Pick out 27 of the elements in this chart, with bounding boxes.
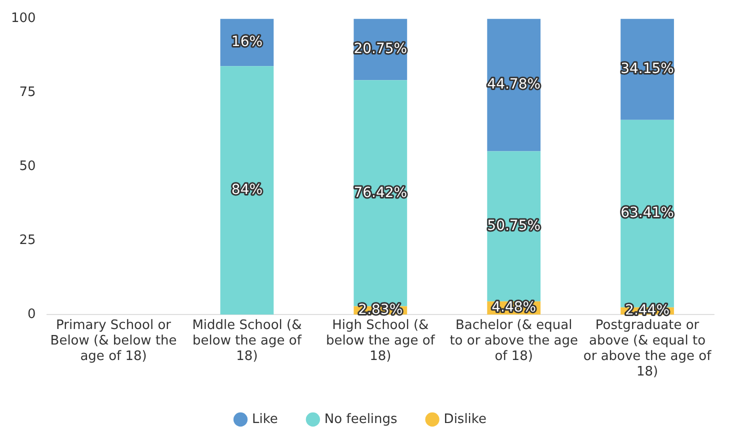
data-label: 63.41% [620, 205, 674, 222]
y-tick-label: 75 [19, 85, 36, 100]
x-tick-label: Primary School or Below (& below the age of 18) [50, 318, 177, 364]
data-label: 4.48% [492, 300, 536, 316]
legend-label: No feelings [324, 412, 398, 427]
data-label: 76.42% [354, 184, 408, 201]
data-label: 34.15% [620, 60, 674, 77]
x-tick-label: High School (& below the age of 18) [326, 318, 436, 364]
legend-label: Dislike [444, 412, 486, 427]
y-tick-label: 50 [19, 159, 36, 174]
data-label: 50.75% [487, 218, 541, 234]
y-tick-label: 25 [19, 233, 36, 248]
y-tick-label: 0 [28, 306, 36, 322]
y-tick-label: 100 [10, 11, 36, 26]
x-tick-label: Postgraduate or above (& equal to or above the age of 18) [583, 318, 712, 380]
data-label: 20.75% [354, 41, 408, 58]
x-tick-label: Bachelor (& equal to or above the age of 18) [450, 318, 578, 364]
data-label: 2.44% [625, 302, 670, 319]
bar [487, 151, 541, 302]
bar [487, 18, 541, 152]
legend-label: Like [252, 412, 278, 427]
x-tick-label: Middle School (& below the age of 18) [192, 318, 302, 364]
data-label: 84% [231, 182, 263, 198]
data-label: 16% [231, 34, 263, 50]
bar [220, 66, 274, 315]
data-label: 44.78% [487, 76, 541, 93]
data-label: 2.83% [358, 302, 403, 318]
